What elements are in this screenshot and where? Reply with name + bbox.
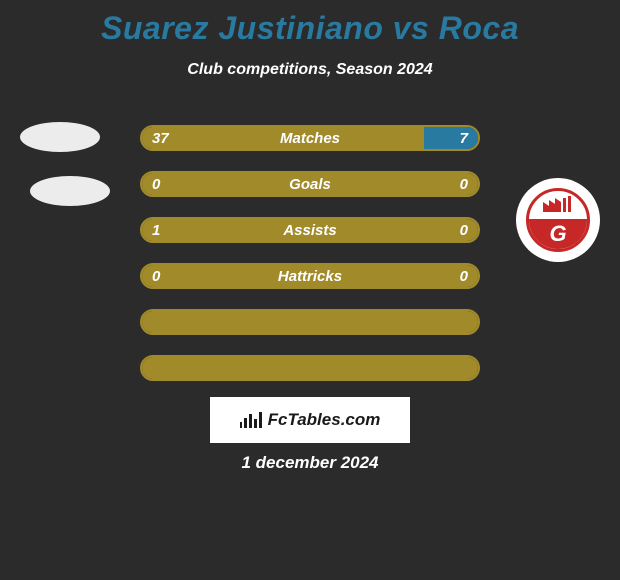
- factory-icon: [541, 196, 575, 214]
- snapshot-date: 1 december 2024: [0, 453, 620, 473]
- stat-row: 00Hattricks: [140, 263, 480, 289]
- stat-rows: 377Matches 00Goals 10Assists 00Hattricks Goa…: [140, 125, 480, 401]
- player-right-badge: G: [516, 178, 600, 262]
- comparison-subtitle: Club competitions, Season 2024: [0, 61, 620, 79]
- comparison-title: Suarez Justiniano vs Roca: [0, 0, 620, 47]
- club-logo-top: [529, 191, 587, 219]
- stat-row: 10Assists: [140, 217, 480, 243]
- stat-label: Hattricks: [142, 265, 478, 287]
- stat-row: Goals per match: [140, 309, 480, 335]
- brand-text: FcTables.com: [268, 410, 381, 430]
- player-left-badge-1: [20, 122, 100, 152]
- stat-label: Min per goal: [142, 357, 478, 379]
- club-logo-letter: G: [529, 219, 587, 249]
- stat-label: Goals: [142, 173, 478, 195]
- stat-row: 00Goals: [140, 171, 480, 197]
- stat-row: 377Matches: [140, 125, 480, 151]
- player-left-badge-2: [30, 176, 110, 206]
- stat-label: Assists: [142, 219, 478, 241]
- stat-label: Goals per match: [142, 311, 478, 333]
- stat-label: Matches: [142, 127, 478, 149]
- club-logo: G: [526, 188, 590, 252]
- brand-badge[interactable]: FcTables.com: [210, 397, 410, 443]
- stat-row: Min per goal: [140, 355, 480, 381]
- chart-icon: [240, 412, 262, 428]
